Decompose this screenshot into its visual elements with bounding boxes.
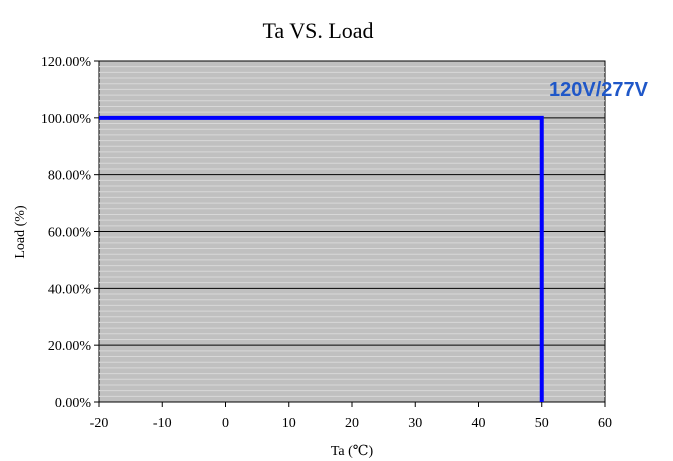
y-tick-label: 40.00% — [48, 282, 92, 297]
series-line-0 — [99, 115, 544, 402]
chart-title: Ta VS. Load — [262, 18, 373, 43]
series-label-120v-277v: 120V/277V — [549, 79, 649, 101]
y-axis-ticks: 0.00% 20.00% 40.00% 60.00% 80.00% 100.00% 120.… — [41, 55, 99, 411]
x-tick-label: 60 — [598, 416, 612, 431]
y-tick-label: 120.00% — [41, 55, 92, 70]
x-tick-label: 30 — [408, 416, 422, 431]
x-tick-label: 50 — [535, 416, 549, 431]
x-tick-label: 0 — [222, 416, 229, 431]
y-tick-label: 20.00% — [48, 339, 92, 354]
x-axis-label: Ta (℃) — [331, 444, 374, 459]
x-tick-label: 40 — [472, 416, 486, 431]
y-axis-label: Load (%) — [13, 205, 28, 259]
x-axis-ticks: -20 -10 0 10 20 30 40 50 60 — [90, 402, 612, 431]
y-tick-label: 60.00% — [48, 226, 92, 241]
y-tick-label: 80.00% — [48, 169, 92, 184]
series-layer — [99, 115, 544, 402]
x-tick-label: -20 — [90, 416, 109, 431]
x-tick-label: 20 — [345, 416, 359, 431]
x-tick-label: -10 — [153, 416, 172, 431]
y-tick-label: 0.00% — [55, 396, 92, 411]
x-tick-label: 10 — [282, 416, 296, 431]
y-tick-label: 100.00% — [41, 112, 92, 127]
